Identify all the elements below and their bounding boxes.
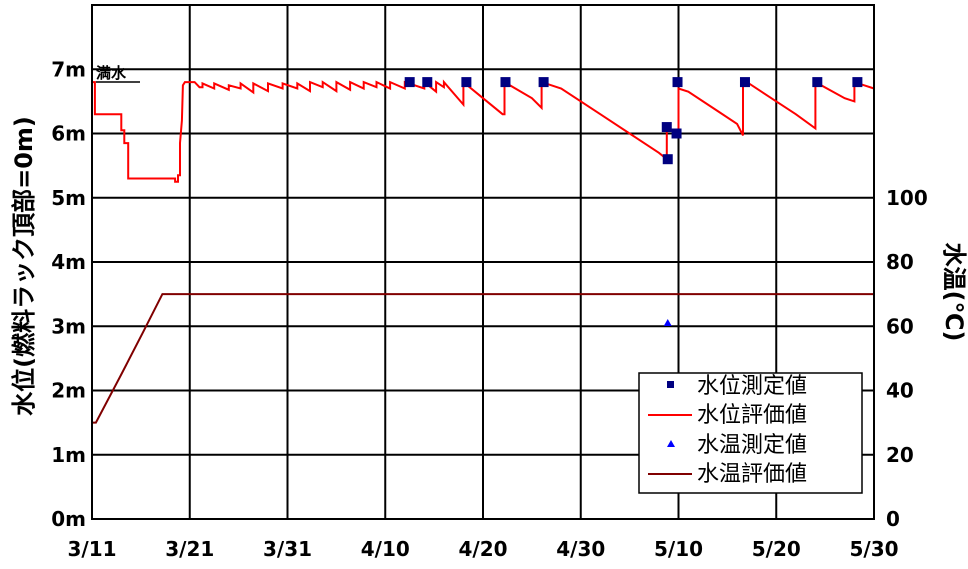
legend-item-temp-measured: 水温測定値 xyxy=(667,433,807,458)
left-tick-label: 1m xyxy=(51,443,86,467)
legend-triangle-marker xyxy=(667,440,675,447)
legend-label: 水温測定値 xyxy=(697,433,807,458)
full-water-annotation: 満水 xyxy=(96,64,127,82)
series-lines xyxy=(92,79,875,424)
water-level-measured-point xyxy=(422,77,433,88)
water-level-measured-point xyxy=(461,77,472,88)
left-tick-label: 6m xyxy=(51,122,86,146)
series-markers xyxy=(404,77,863,327)
x-tick-label: 5/20 xyxy=(752,537,801,561)
water-level-measured-point xyxy=(404,77,415,88)
x-tick-label: 4/20 xyxy=(458,537,507,561)
water-level-measured-point xyxy=(852,77,863,88)
water-level-measured-point xyxy=(812,77,823,88)
water-level-measured-point xyxy=(661,122,672,133)
water-level-measured-point xyxy=(500,77,511,88)
legend-item-level-estimated: 水位評価値 xyxy=(648,403,807,428)
temperature-estimate-line xyxy=(92,293,874,424)
water-level-measured-point xyxy=(671,128,682,139)
right-tick-label: 80 xyxy=(886,250,914,274)
right-tick-label: 60 xyxy=(886,314,914,338)
legend-item-temp-estimated: 水温評価値 xyxy=(648,462,807,487)
left-tick-label: 3m xyxy=(51,314,86,338)
right-axis-tick-labels: 0 20 40 60 80 100 xyxy=(886,186,928,531)
x-tick-label: 3/21 xyxy=(165,537,214,561)
x-tick-label: 3/31 xyxy=(263,537,312,561)
x-tick-label: 3/11 xyxy=(67,537,116,561)
left-tick-label: 4m xyxy=(51,250,86,274)
right-axis-title: 水温(℃) xyxy=(940,243,968,342)
left-tick-label: 2m xyxy=(51,379,86,403)
gridlines xyxy=(92,5,874,519)
temperature-measured-point xyxy=(663,319,672,327)
legend-label: 水位評価値 xyxy=(697,403,807,428)
legend-square-marker xyxy=(667,381,674,388)
right-tick-label: 0 xyxy=(886,507,900,531)
x-tick-label: 4/30 xyxy=(556,537,605,561)
legend-label: 水位測定値 xyxy=(697,374,807,399)
left-axis-title: 水位(燃料ラック頂部=0m) xyxy=(10,116,38,416)
water-level-measured-point xyxy=(662,154,673,165)
water-level-measured-point xyxy=(739,77,750,88)
x-tick-label: 5/10 xyxy=(654,537,703,561)
water-level-measured-point xyxy=(538,77,549,88)
x-axis-tick-labels: 3/11 3/21 3/31 4/10 4/20 4/30 5/10 5/20 5/30 xyxy=(67,537,898,561)
legend: 水位測定値 水位評価値 水温測定値 水温評価値 xyxy=(638,372,863,494)
left-tick-label: 0m xyxy=(51,507,86,531)
right-tick-label: 40 xyxy=(886,379,914,403)
left-axis-tick-labels: 0m 1m 2m 3m 4m 5m 6m 7m xyxy=(51,57,86,531)
water-level-estimate-line xyxy=(92,79,875,183)
x-tick-label: 4/10 xyxy=(361,537,410,561)
left-tick-label: 7m xyxy=(51,57,86,81)
right-tick-label: 100 xyxy=(886,186,928,210)
plot-frame xyxy=(91,4,875,520)
left-tick-label: 5m xyxy=(51,186,86,210)
legend-label: 水温評価値 xyxy=(697,462,807,487)
right-tick-label: 20 xyxy=(886,443,914,467)
water-level-measured-point xyxy=(672,77,683,88)
x-tick-label: 5/30 xyxy=(849,537,898,561)
legend-item-level-measured: 水位測定値 xyxy=(667,374,807,399)
